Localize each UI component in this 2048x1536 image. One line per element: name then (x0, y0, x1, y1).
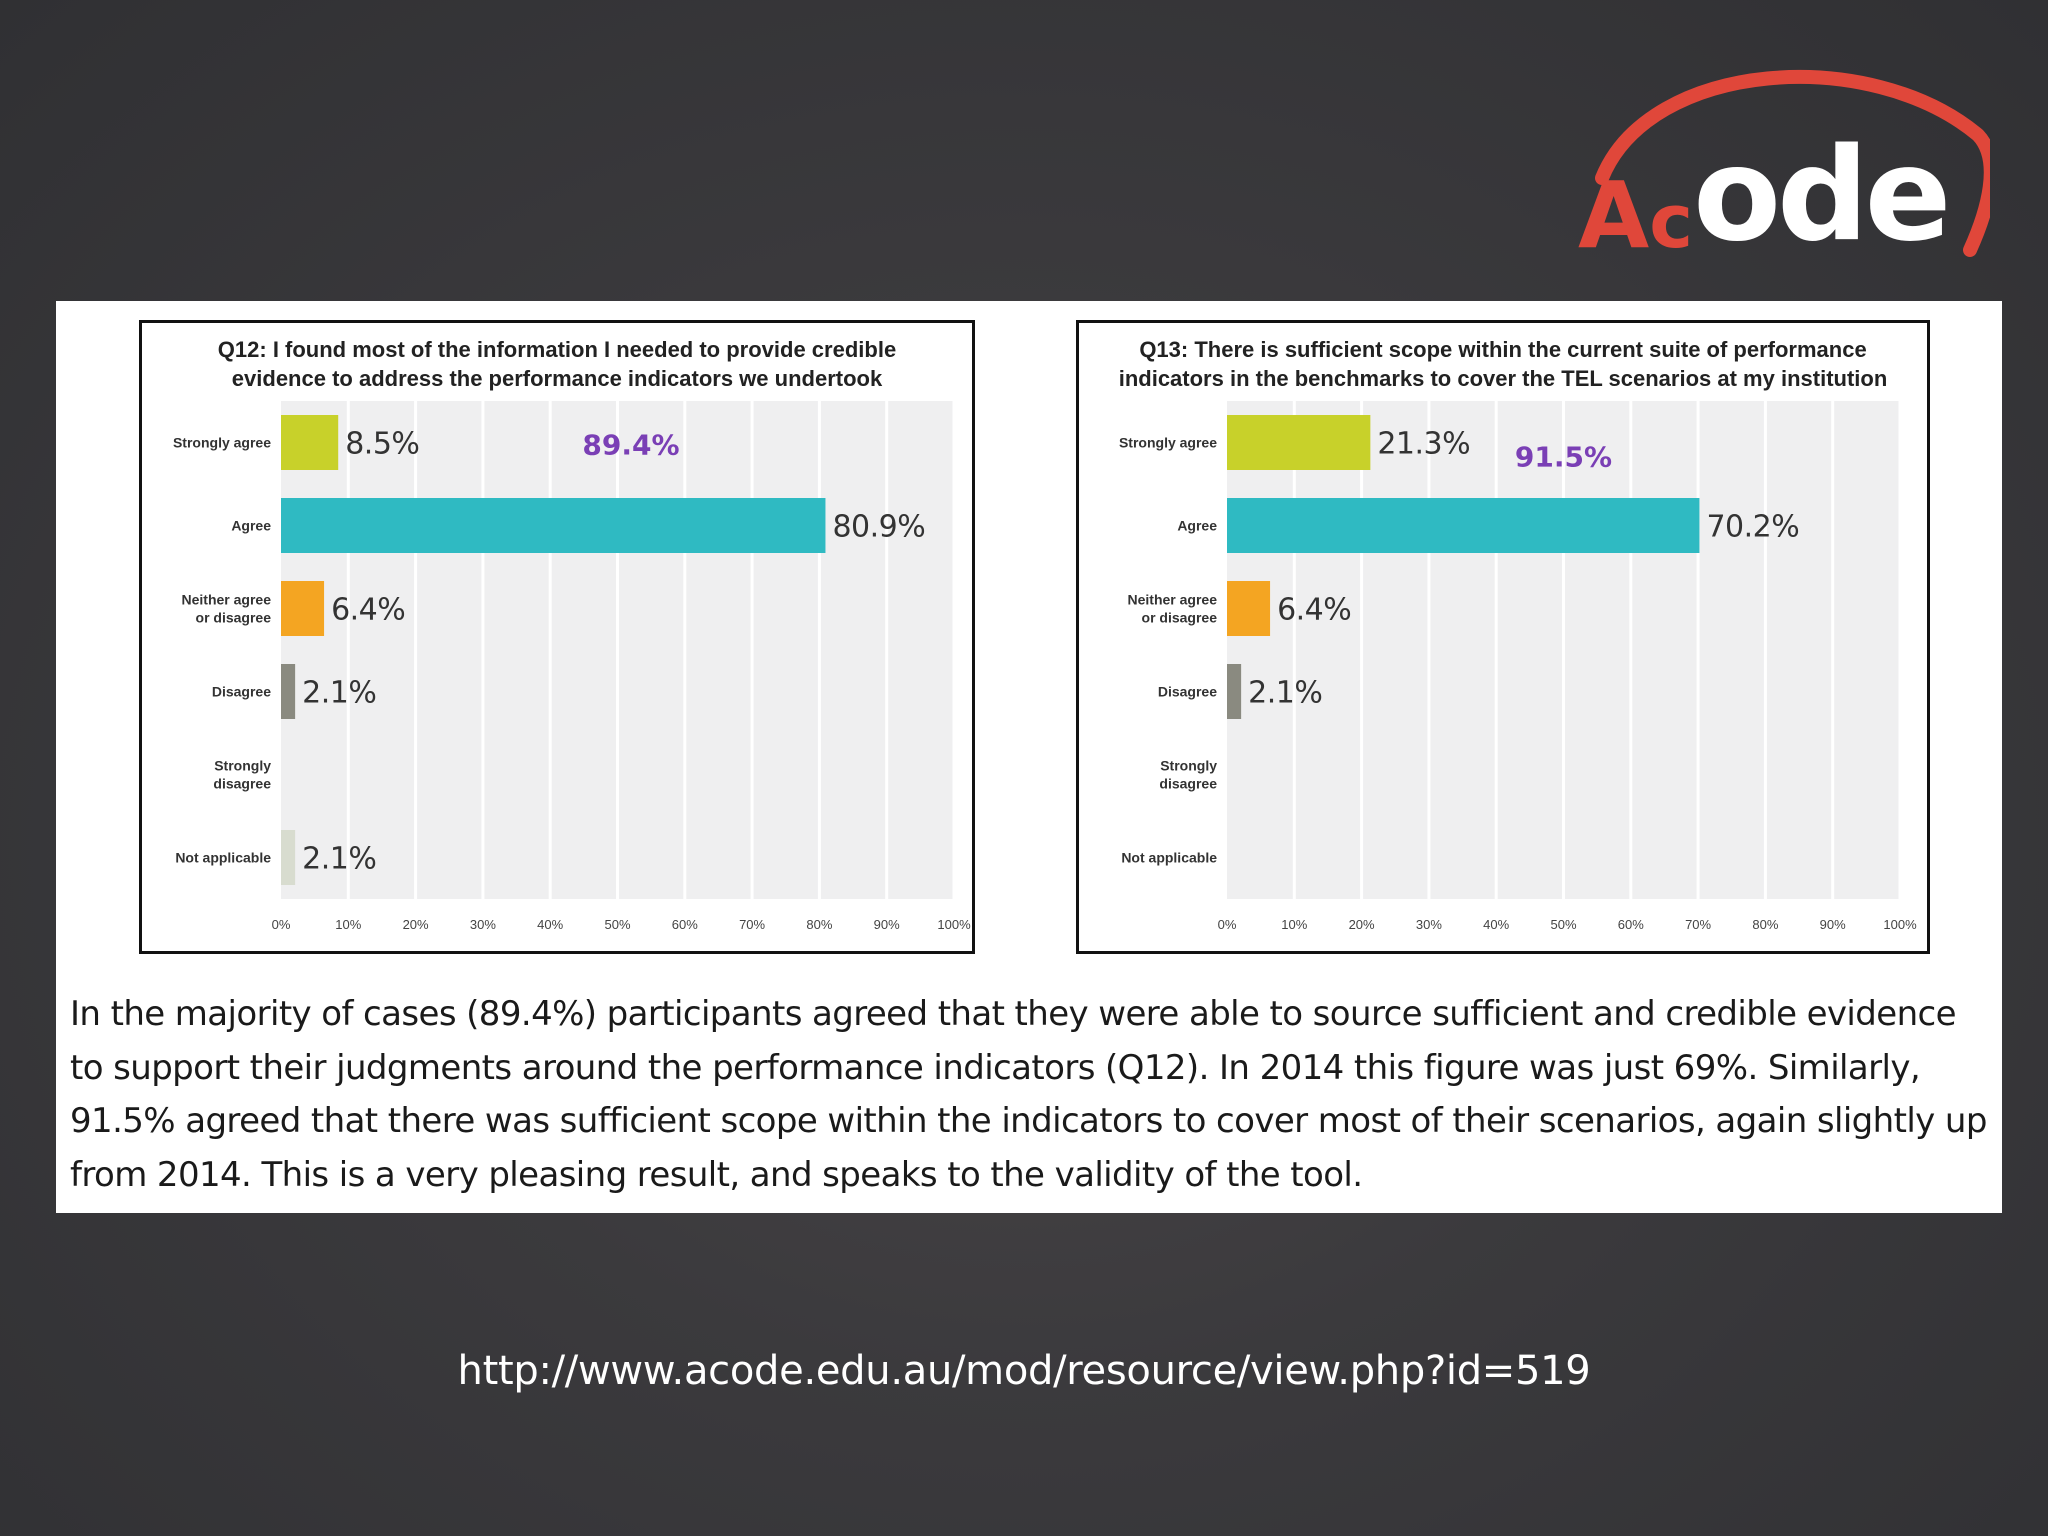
x-tick-label: 30% (1416, 917, 1442, 932)
value-label: 2.1% (1248, 676, 1322, 711)
x-tick-label: 60% (672, 917, 698, 932)
category-label: Neither agree (182, 592, 272, 608)
category-label: or disagree (196, 610, 272, 626)
x-tick-label: 40% (537, 917, 563, 932)
x-tick-label: 40% (1483, 917, 1509, 932)
x-tick-label: 50% (1550, 917, 1576, 932)
x-tick-label: 20% (1349, 917, 1375, 932)
value-label: 8.5% (345, 427, 419, 462)
logo-wordmark: Acode (1578, 132, 1951, 262)
x-tick-label: 30% (470, 917, 496, 932)
x-tick-label: 0% (1218, 917, 1237, 932)
q13-chart-plot: 0% 10% 20% 30% 40% 50% 60% 70% 80% 90% 100% Strongl… (1119, 401, 1917, 932)
q13-chart: Q13: There is sufficient scope within th… (1076, 320, 1930, 954)
acode-logo: Acode (1570, 50, 1990, 262)
category-label: Strongly (214, 758, 271, 774)
category-label: disagree (1159, 776, 1217, 792)
x-tick-label: 80% (806, 917, 832, 932)
category-label: Agree (1177, 518, 1217, 534)
x-tick-label: 50% (604, 917, 630, 932)
q12-chart-plot: 0% 10% 20% 30% 40% 50% 60% 70% 80% 90% 100% Strongl… (173, 401, 971, 932)
value-label: 70.2% (1706, 510, 1799, 545)
x-tick-label: 90% (1820, 917, 1846, 932)
bar-agree (1227, 498, 1700, 553)
x-tick-label: 0% (272, 917, 291, 932)
logo-letter-c: c (1649, 179, 1694, 265)
bar-strongly-agree (1227, 415, 1371, 470)
q12-chart-title: Q12: I found most of the information I n… (217, 337, 897, 391)
category-label: Disagree (1158, 684, 1217, 700)
value-label: 6.4% (331, 593, 405, 628)
description-text: In the majority of cases (89.4%) partici… (70, 994, 1987, 1195)
x-tick-label: 10% (335, 917, 361, 932)
category-label: Strongly agree (1119, 435, 1217, 451)
value-label: 21.3% (1377, 427, 1470, 462)
bar-not-applicable (281, 830, 296, 885)
category-label: or disagree (1142, 610, 1218, 626)
value-label: 2.1% (302, 842, 376, 877)
category-label: Not applicable (175, 850, 271, 866)
x-tick-label: 100% (1883, 917, 1917, 932)
bar-neither (1227, 581, 1271, 636)
bar-agree (281, 498, 826, 553)
x-tick-label: 100% (937, 917, 971, 932)
bar-strongly-agree (281, 415, 339, 470)
x-tick-label: 90% (874, 917, 900, 932)
category-label: Disagree (212, 684, 271, 700)
x-tick-label: 70% (739, 917, 765, 932)
total-agree-annotation: 91.5% (1515, 441, 1612, 474)
q12-chart: Q12: I found most of the information I n… (139, 320, 975, 954)
logo-arc (1595, 69, 1990, 257)
category-label: Neither agree (1128, 592, 1218, 608)
x-tick-label: 70% (1685, 917, 1711, 932)
x-tick-label: 80% (1752, 917, 1778, 932)
x-tick-label: 10% (1281, 917, 1307, 932)
value-label: 2.1% (302, 676, 376, 711)
category-label: Agree (231, 518, 271, 534)
logo-letter-a: A (1578, 162, 1650, 269)
bar-disagree (1227, 664, 1242, 719)
total-agree-annotation: 89.4% (582, 429, 679, 462)
source-url[interactable]: http://www.acode.edu.au/mod/resource/vie… (457, 1348, 1591, 1394)
value-label: 80.9% (832, 510, 925, 545)
x-tick-label: 20% (403, 917, 429, 932)
x-tick-label: 60% (1618, 917, 1644, 932)
category-label: disagree (213, 776, 271, 792)
bar-disagree (281, 664, 296, 719)
value-label: 6.4% (1277, 593, 1351, 628)
category-label: Strongly (1160, 758, 1217, 774)
category-label: Strongly agree (173, 435, 271, 451)
logo-letters-ode: ode (1693, 121, 1951, 270)
category-label: Not applicable (1121, 850, 1217, 866)
q13-chart-title: Q13: There is sufficient scope within th… (1118, 337, 1888, 391)
bar-neither (281, 581, 325, 636)
